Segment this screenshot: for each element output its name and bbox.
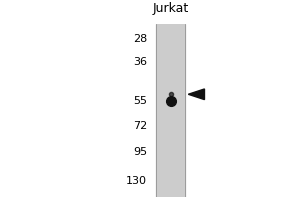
Text: 55: 55 (133, 96, 147, 106)
Polygon shape (188, 89, 205, 100)
Text: 130: 130 (126, 176, 147, 186)
Bar (156, 24, 185, 197)
Text: 36: 36 (133, 57, 147, 67)
Text: 72: 72 (133, 121, 147, 131)
Text: 28: 28 (133, 34, 147, 44)
Text: Jurkat: Jurkat (152, 2, 189, 15)
Text: 95: 95 (133, 147, 147, 157)
